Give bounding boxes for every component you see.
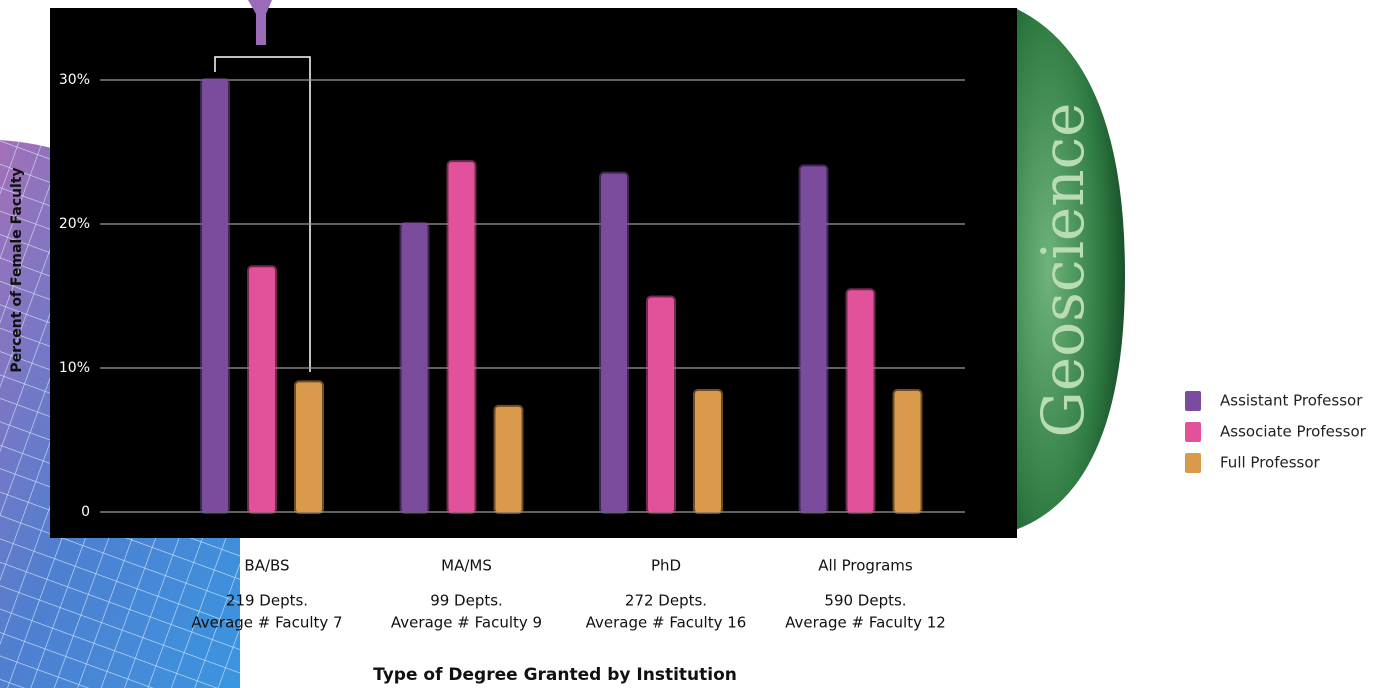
y-tick-label: 30% <box>59 72 90 88</box>
x-tick-label: MA/MS <box>441 557 492 575</box>
legend-label: Associate Professor <box>1220 423 1367 441</box>
x-tick-label: All Programs <box>818 557 913 575</box>
bar <box>845 288 876 514</box>
y-tick-label: 10% <box>59 360 90 376</box>
legend-swatch <box>1185 422 1201 442</box>
category-detail: Average # Faculty 12 <box>785 614 946 632</box>
bar <box>399 222 430 514</box>
legend-label: Assistant Professor <box>1220 392 1363 410</box>
x-tick-label: PhD <box>651 557 681 575</box>
bar <box>599 171 629 514</box>
bar <box>798 164 829 514</box>
category-detail: 590 Depts. <box>824 592 906 610</box>
geoscience-label: Geoscience <box>1029 103 1097 438</box>
y-tick-label: 20% <box>59 216 90 232</box>
bar <box>294 380 324 514</box>
bar <box>446 160 477 515</box>
legend-label: Full Professor <box>1220 454 1321 472</box>
bar <box>693 389 723 515</box>
legend-swatch <box>1185 391 1201 411</box>
x-tick-label: BA/BS <box>244 557 289 575</box>
bar <box>247 265 277 515</box>
category-detail: 219 Depts. <box>226 592 308 610</box>
category-detail: 272 Depts. <box>625 592 707 610</box>
category-detail: Average # Faculty 9 <box>391 614 542 632</box>
bar <box>646 295 676 514</box>
bracket <box>214 56 311 372</box>
bar <box>892 389 923 515</box>
category-detail: Average # Faculty 16 <box>586 614 747 632</box>
bar <box>200 78 230 514</box>
x-axis-title: Type of Degree Granted by Institution <box>373 665 737 685</box>
category-detail: 99 Depts. <box>430 592 503 610</box>
y-axis-title: Percent of Female Faculty <box>9 167 25 372</box>
legend-swatch <box>1185 453 1201 473</box>
arrow-decoration <box>248 0 272 45</box>
category-detail: Average # Faculty 7 <box>191 614 342 632</box>
bar <box>493 404 524 515</box>
geoscience-lens <box>1015 8 1125 530</box>
y-tick-label: 0 <box>81 504 90 520</box>
